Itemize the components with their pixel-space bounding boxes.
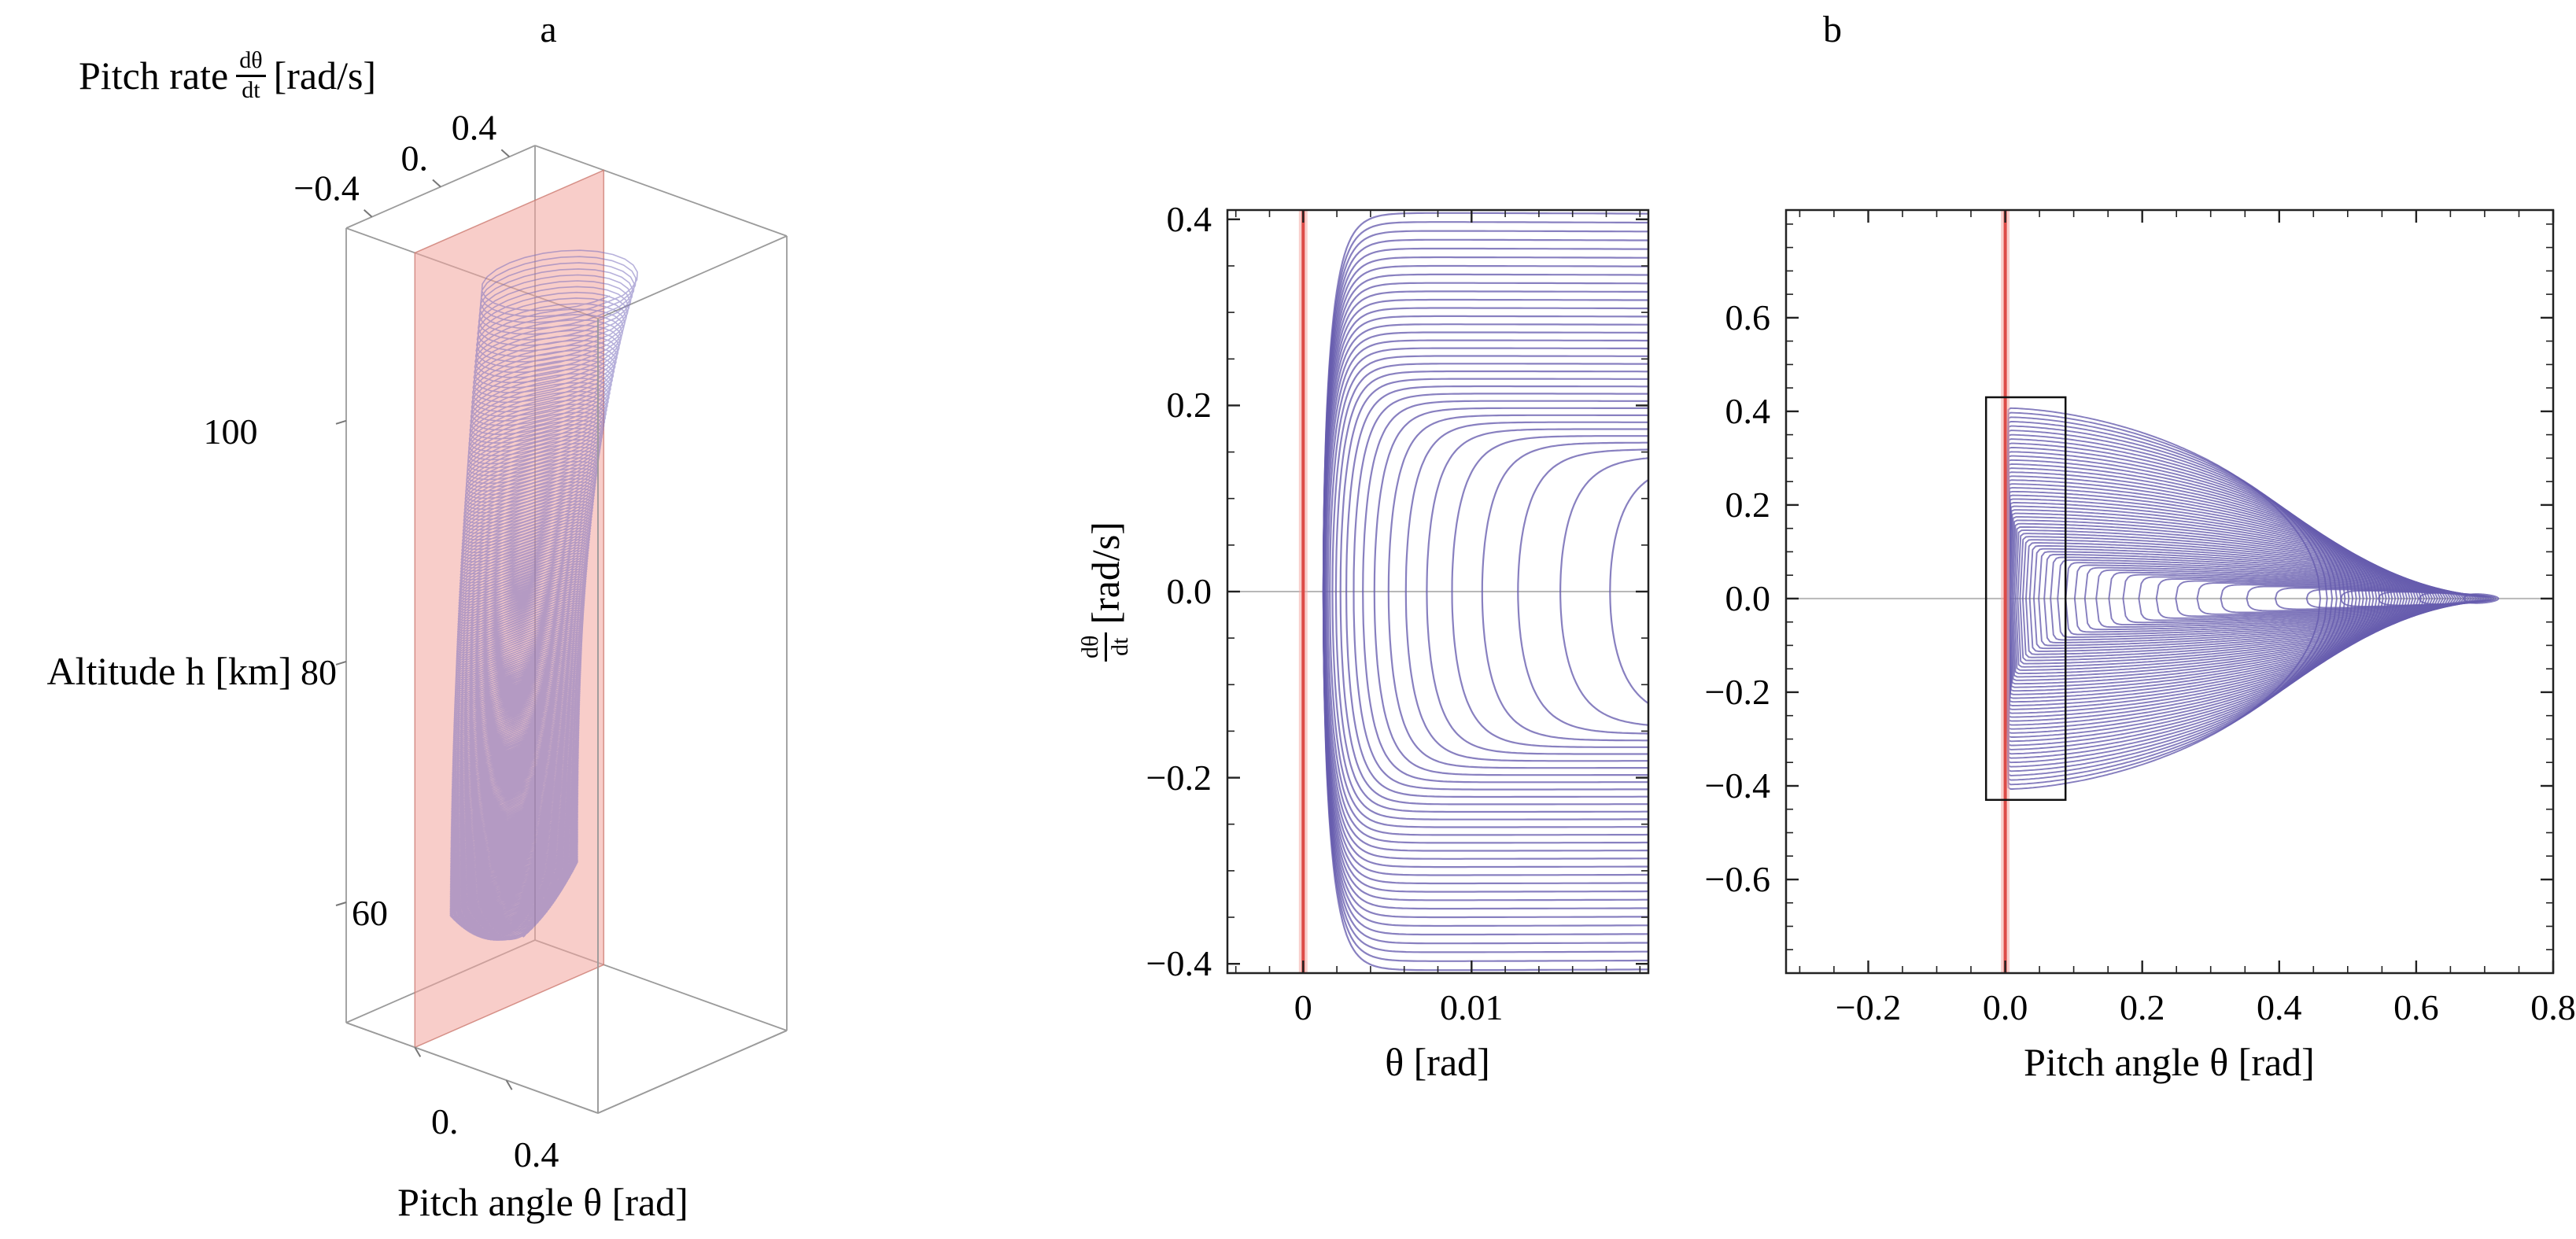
phase-curve [1325, 339, 1648, 844]
phase-curve [1387, 414, 1648, 769]
phase-curve [2005, 416, 2334, 781]
phase-curve [1339, 378, 1648, 806]
full-plot-frame [1784, 208, 2555, 975]
phase-curve [1373, 407, 1648, 776]
phase-curve [2065, 562, 2457, 636]
phase-curve [2005, 471, 2381, 726]
phase-curve [2006, 483, 2390, 714]
phase-curve [2033, 548, 2444, 650]
full-phase-plot [1784, 208, 2555, 975]
phase-curve [2122, 573, 2470, 624]
phase-curve [2138, 576, 2472, 621]
zoom-plot-frame [1226, 208, 1650, 975]
phase-curve [1609, 478, 1648, 705]
phase-curve [2005, 442, 2357, 755]
phase-curve [2028, 544, 2441, 652]
phase-curve [2005, 433, 2350, 764]
phase-curve [1327, 347, 1648, 836]
phase-curve [1451, 435, 1648, 748]
phase-curve [2005, 447, 2361, 750]
zoom-phase-curves [1322, 212, 1648, 972]
phase-curve [1331, 363, 1648, 820]
phase-curve [1517, 448, 1648, 735]
phase-curve [2005, 421, 2338, 776]
phase-curve [2340, 590, 2493, 607]
phase-curve [2005, 479, 2387, 718]
phase-curve [2050, 556, 2452, 641]
trajectory-3d-curve [449, 249, 638, 941]
phase-curve [2196, 582, 2480, 615]
phase-curve [2006, 502, 2405, 695]
phase-curve [2007, 505, 2408, 692]
phase-curve [2220, 584, 2482, 614]
zoom-region-rectangle [1984, 396, 2067, 802]
phase-curve [2175, 580, 2478, 618]
phase-curve [1334, 370, 1648, 813]
phase-curve [2108, 571, 2467, 626]
phase-curve [2083, 566, 2462, 631]
phase-curve [2005, 459, 2371, 738]
phase-curve [2378, 591, 2495, 607]
phase-curve [1345, 385, 1648, 798]
phase-curve [2038, 551, 2447, 647]
phase-curve [2005, 451, 2364, 747]
phase-curve [2463, 593, 2500, 604]
phase-curve [2057, 559, 2455, 638]
phase-curve [2021, 539, 2436, 658]
3d-axis-ticks [335, 149, 513, 1090]
phase-curve [1329, 355, 1648, 828]
phase-curve [1404, 421, 1648, 762]
phase-curve [2246, 585, 2485, 612]
phase-curve [2006, 498, 2402, 699]
phase-curve [2017, 533, 2430, 665]
phase-curve [2008, 512, 2414, 685]
phase-curve [2005, 438, 2354, 759]
phase-curve [2011, 522, 2423, 675]
phase-curve [2005, 467, 2378, 730]
phase-curve [2005, 475, 2384, 722]
3d-box-front-edges [345, 319, 788, 1114]
phase-curve [2005, 463, 2375, 734]
zoom-phase-plot-ticks [1227, 210, 1648, 973]
zoom-phase-plot [1226, 208, 1650, 975]
phase-curve [2010, 516, 2417, 681]
phase-curve [1559, 457, 1648, 726]
phase-curve [1481, 441, 1648, 742]
phase-curve [2274, 587, 2487, 610]
phase-curve [2155, 578, 2475, 619]
phase-curve [1353, 393, 1648, 791]
phase-curve [2073, 564, 2460, 633]
phase-curve [2006, 487, 2393, 710]
phase-curve [2019, 536, 2434, 662]
phase-curve [2005, 411, 2328, 786]
phase-curve [2014, 529, 2428, 668]
phase-curve [2005, 407, 2321, 790]
full-phase-curves [2005, 407, 2500, 790]
phase-curve [2013, 525, 2425, 671]
phase-curve [1324, 331, 1648, 852]
phase-curve [2010, 519, 2419, 678]
phase-curve [2005, 430, 2346, 768]
phase-curve [2005, 455, 2368, 743]
phase-curve [2008, 509, 2411, 688]
phase-curve [2025, 542, 2439, 655]
phase-curve [2419, 592, 2497, 606]
phase-curve [1362, 400, 1648, 784]
phase-curve [2043, 553, 2449, 643]
phase-curve [2006, 490, 2397, 706]
phase-curve [2006, 494, 2400, 703]
phase-curve [1426, 428, 1648, 755]
